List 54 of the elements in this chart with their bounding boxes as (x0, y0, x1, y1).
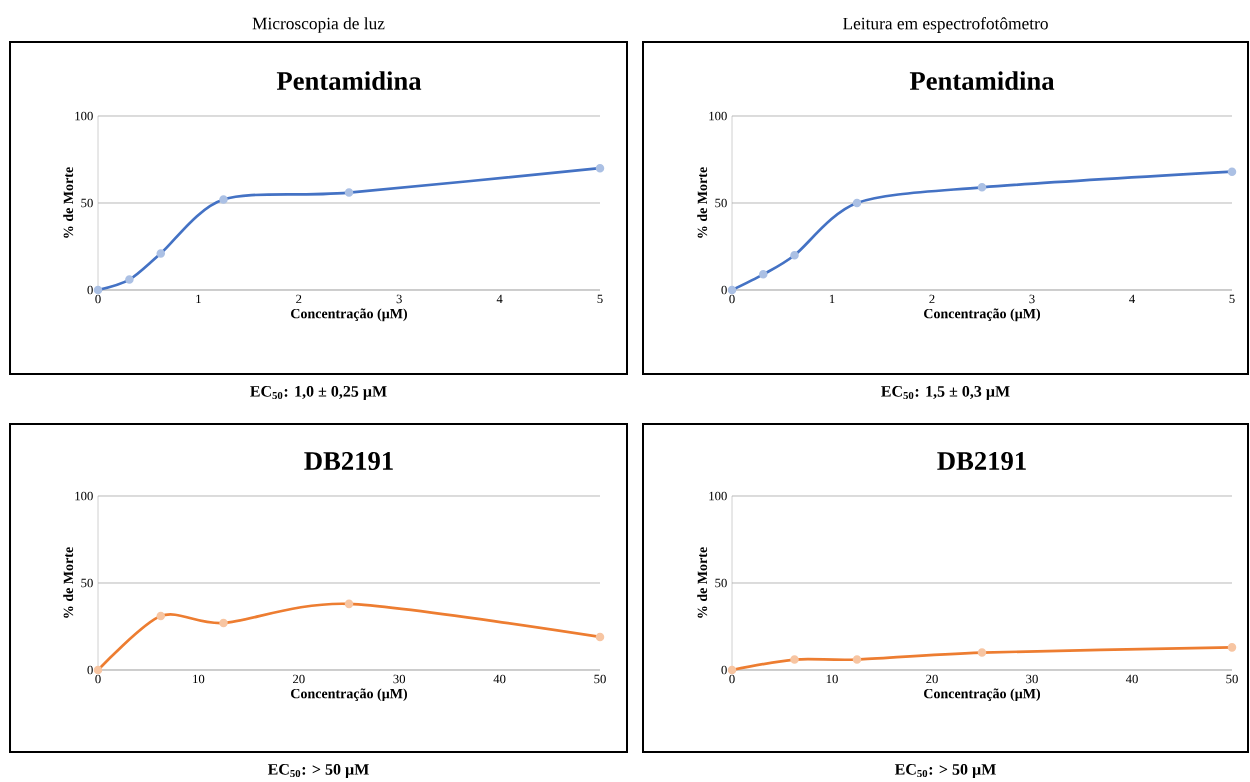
x-tick-label: 2 (929, 294, 935, 303)
x-tick-label: 50 (594, 674, 606, 684)
x-axis-title: Concentração (µM) (291, 308, 408, 321)
x-tick-label: 0 (95, 294, 101, 304)
x-tick-label: 5 (597, 294, 603, 303)
chart-subtitle: Microscopia de luz (252, 16, 385, 33)
y-axis-title: % de Morte (63, 166, 74, 238)
y-tick-label: 0 (87, 285, 93, 295)
y-tick-label: 0 (721, 285, 727, 295)
x-tick-label: 1 (829, 294, 835, 303)
x-tick-label: 10 (826, 674, 838, 684)
x-tick-label: 30 (1026, 674, 1038, 684)
x-tick-label: 1 (196, 294, 201, 303)
x-tick-label: 3 (1029, 294, 1035, 303)
y-tick-label: 100 (75, 491, 93, 501)
x-tick-label: 40 (1125, 674, 1138, 684)
x-tick-label: 5 (1229, 294, 1235, 303)
y-axis-title: % de Morte (697, 166, 708, 238)
y-tick-label: 50 (715, 198, 727, 208)
x-axis-title: Concentração (µM) (924, 688, 1041, 701)
x-axis-title: Concentração (µM) (291, 688, 408, 701)
text: EC$_{50}$: 1,5 ± 0,3 µM (881, 385, 1010, 400)
y-tick-label: 0 (87, 665, 93, 675)
y-tick-label: 50 (715, 578, 727, 588)
x-tick-label: 4 (1129, 294, 1135, 303)
chart-title: Pentamidina (909, 70, 1055, 90)
x-tick-label: 10 (193, 674, 205, 684)
x-tick-label: 20 (293, 674, 305, 684)
y-axis-title: % de Morte (697, 546, 708, 618)
x-tick-label: 4 (496, 294, 503, 303)
text: EC$_{50}$: > 50 µM (267, 763, 369, 778)
text: EC$_{50}$: > 50 µM (894, 763, 996, 778)
x-tick-label: 0 (729, 294, 735, 304)
y-tick-label: 100 (75, 111, 93, 121)
x-tick-label: 3 (396, 294, 402, 303)
chart-subtitle: Leitura em espectrofotômetro (843, 16, 1048, 33)
chart-title: Pentamidina (276, 70, 422, 90)
x-tick-label: 50 (1226, 674, 1238, 684)
x-tick-label: 2 (296, 294, 302, 303)
y-tick-label: 100 (709, 111, 727, 121)
y-tick-label: 50 (81, 578, 93, 588)
y-tick-label: 50 (81, 198, 93, 208)
x-axis-title: Concentração (µM) (924, 308, 1041, 321)
y-tick-label: 100 (709, 491, 727, 501)
x-tick-label: 40 (493, 674, 506, 684)
x-tick-label: 20 (926, 674, 938, 684)
y-axis-title: % de Morte (63, 546, 74, 618)
chart-title: DB2191 (937, 451, 1026, 470)
y-tick-label: 0 (721, 665, 727, 675)
chart-title: DB2191 (304, 451, 393, 470)
x-tick-label: 0 (729, 674, 735, 684)
x-tick-label: 0 (95, 674, 101, 684)
text: EC$_{50}$: 1,0 ± 0,25 µM (250, 385, 387, 400)
x-tick-label: 30 (393, 674, 406, 684)
